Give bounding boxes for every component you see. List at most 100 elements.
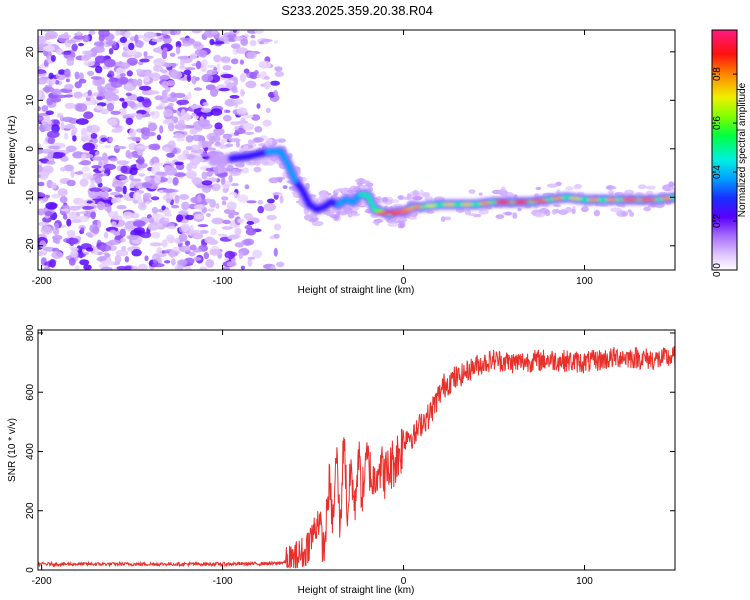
noise-blob (240, 265, 245, 270)
noise-blob (84, 50, 91, 59)
noise-blob (82, 205, 94, 210)
noise-blob (185, 67, 196, 71)
noise-blob (244, 34, 249, 38)
noise-blob (38, 171, 49, 180)
noise-blob (136, 78, 143, 87)
noise-blobs (38, 30, 675, 270)
halo-blob (643, 206, 651, 212)
noise-blob (76, 31, 82, 37)
noise-blob (134, 34, 139, 44)
noise-blob (162, 194, 174, 201)
noise-blob (38, 106, 41, 112)
noise-blob (106, 205, 112, 214)
noise-blob (40, 225, 53, 235)
snr-line-group (38, 346, 675, 569)
noise-blob (54, 222, 59, 230)
noise-blob (215, 128, 222, 134)
noise-blob (129, 128, 137, 138)
noise-blob (109, 229, 117, 234)
y-tick-label: 800 (25, 324, 36, 341)
noise-blob (252, 249, 263, 259)
noise-blob (186, 73, 192, 82)
noise-blob (62, 116, 74, 122)
noise-blob (104, 144, 112, 149)
noise-blob (70, 247, 79, 252)
noise-blob (111, 128, 123, 133)
noise-blob (145, 201, 150, 205)
noise-blob (66, 230, 76, 237)
noise-blob (200, 152, 209, 157)
noise-blob (39, 158, 49, 164)
track-peak (587, 197, 600, 202)
halo-blob (610, 207, 622, 213)
noise-blob (83, 60, 95, 67)
halo-blob (219, 165, 226, 173)
noise-blob (66, 39, 76, 44)
noise-blob (230, 121, 241, 126)
colorbar-tick-label: 0.2 (712, 214, 723, 228)
noise-blob (177, 154, 188, 161)
noise-blob (193, 204, 205, 210)
noise-blob (259, 41, 264, 45)
noise-blob (238, 251, 244, 259)
noise-blob (108, 136, 114, 143)
halo-blob (620, 211, 628, 217)
noise-blob (162, 209, 172, 216)
noise-blob (150, 196, 160, 201)
halo-blob (348, 212, 360, 217)
noise-blob (104, 93, 115, 102)
noise-blob (244, 184, 250, 190)
noise-blob (71, 219, 82, 224)
spectrogram-x-label: Height of straight line (km) (298, 285, 415, 296)
noise-blob (273, 247, 278, 257)
y-tick-label: -20 (25, 238, 36, 253)
noise-blob (159, 125, 164, 134)
noise-blob (65, 78, 70, 83)
noise-blob (202, 102, 209, 107)
noise-blob (62, 213, 68, 220)
noise-blob (192, 41, 202, 47)
noise-blob (137, 61, 144, 66)
noise-blob (197, 194, 202, 202)
noise-blob (256, 103, 261, 109)
noise-blob (247, 256, 255, 260)
noise-blob (177, 259, 188, 266)
noise-blob (70, 170, 75, 178)
noise-blob (250, 34, 256, 39)
signal-track (208, 145, 675, 220)
noise-blob (189, 53, 198, 60)
noise-blob (38, 211, 44, 215)
noise-blob (163, 188, 176, 193)
halo-blob (565, 186, 574, 191)
noise-blob (274, 223, 281, 231)
noise-blob (110, 192, 121, 196)
noise-blob (44, 115, 51, 121)
noise-blob (89, 187, 102, 192)
noise-blob (114, 61, 124, 67)
noise-blob (205, 259, 215, 268)
noise-blob (210, 108, 223, 116)
noise-blob (52, 247, 60, 253)
noise-blob (60, 121, 65, 131)
noise-blob (82, 172, 94, 180)
halo-blob (412, 189, 419, 197)
noise-blob (83, 264, 92, 270)
colorbar-ticks: 0.0 0.2 0.4 0.6 0.8 (712, 67, 737, 277)
noise-blob (267, 198, 275, 204)
halo-blob (234, 168, 244, 172)
noise-blob (144, 255, 149, 262)
noise-blob (46, 77, 56, 86)
noise-blob (132, 199, 139, 204)
halo-blob (308, 219, 316, 223)
noise-blob (168, 122, 175, 132)
noise-blob (53, 228, 60, 236)
noise-blob (92, 246, 98, 255)
halo-blob (535, 186, 542, 191)
noise-blob (46, 97, 54, 106)
noise-blob (161, 205, 166, 211)
noise-blob (139, 58, 150, 63)
noise-blob (78, 198, 85, 207)
noise-blob (260, 65, 267, 69)
noise-blob (46, 130, 60, 139)
track-peak (605, 197, 618, 202)
